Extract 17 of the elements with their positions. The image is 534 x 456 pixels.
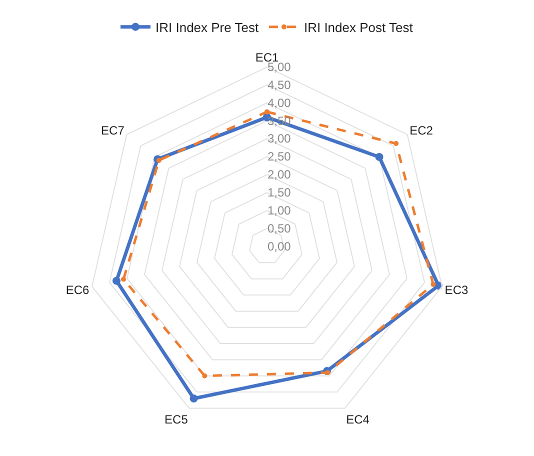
y-tick-label: 1,00: [268, 204, 292, 218]
spoke-label: EC7: [101, 124, 125, 138]
spoke-label: EC6: [66, 282, 90, 297]
spoke-label: EC3: [444, 282, 468, 297]
spoke-label: EC5: [164, 412, 188, 426]
y-tick-label: 2,00: [268, 168, 292, 182]
y-tick-label: 3,00: [268, 132, 292, 146]
spoke-label: EC4: [346, 412, 370, 426]
legend-label: IRI Index Pre Test: [156, 20, 259, 35]
y-tick-label: 0,00: [268, 239, 292, 254]
y-tick-label: 1,50: [268, 186, 292, 200]
spoke-label: EC2: [410, 124, 434, 138]
legend-label: IRI Index Post Test: [304, 20, 414, 35]
y-tick-label: 4,50: [268, 78, 292, 92]
y-tick-label: 4,00: [268, 96, 292, 110]
y-tick-label: 0,50: [268, 221, 292, 236]
y-tick-label: 2,50: [268, 150, 292, 164]
